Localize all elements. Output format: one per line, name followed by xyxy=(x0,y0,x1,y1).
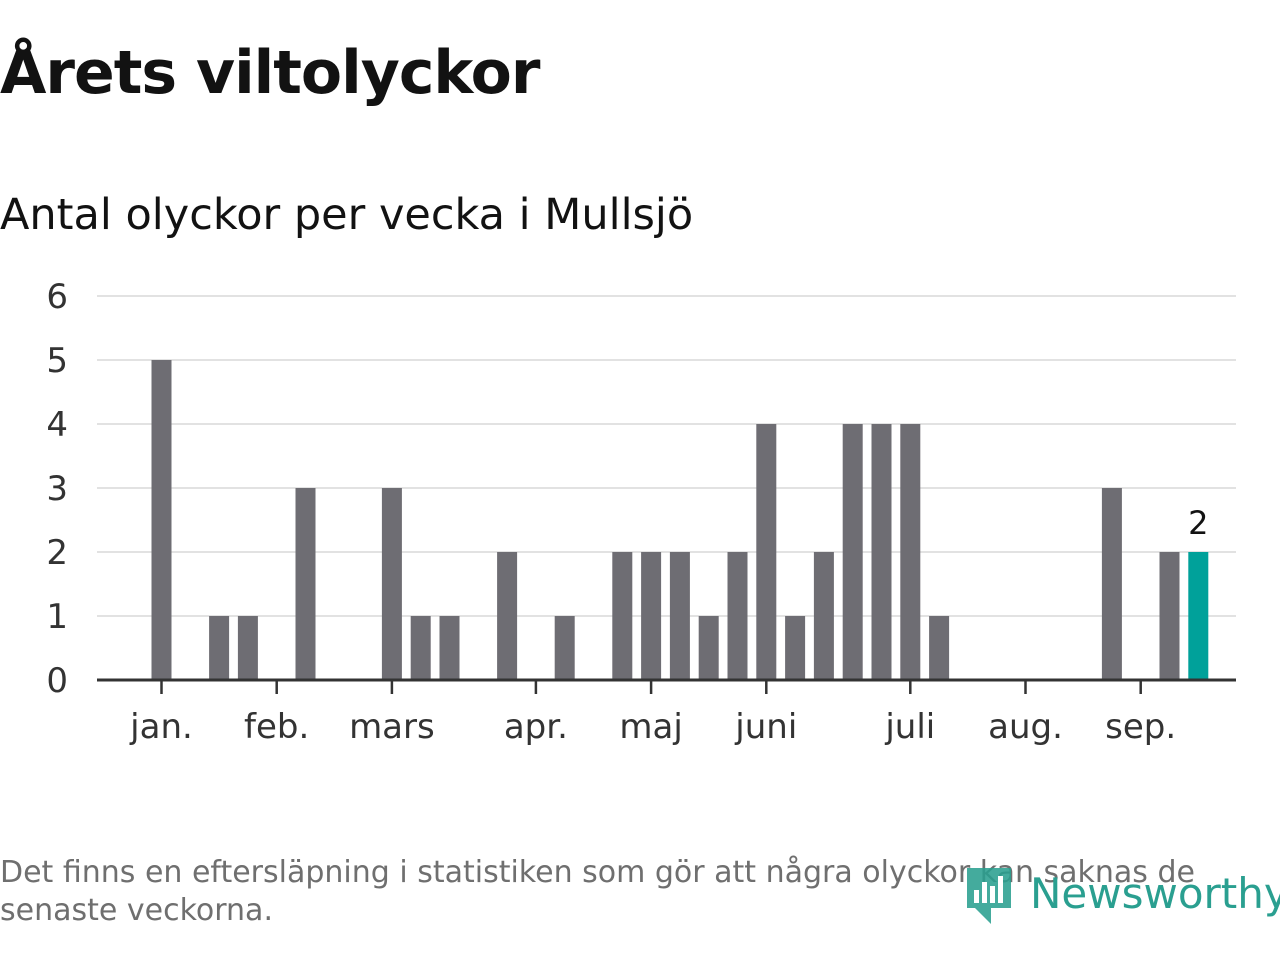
bar xyxy=(900,424,921,680)
x-tick-label: feb. xyxy=(244,707,309,747)
bar xyxy=(842,424,863,680)
bar xyxy=(209,616,230,680)
y-tick-label: 6 xyxy=(46,277,68,317)
x-tick-label: jan. xyxy=(129,707,193,747)
bar xyxy=(410,616,431,680)
bar xyxy=(669,552,690,680)
y-tick-label: 3 xyxy=(46,469,68,509)
bar xyxy=(295,488,316,680)
bar xyxy=(727,552,748,680)
bar xyxy=(439,616,460,680)
bar xyxy=(641,552,662,680)
bar xyxy=(237,616,258,680)
bar xyxy=(871,424,892,680)
bar xyxy=(1159,552,1180,680)
bar xyxy=(497,552,518,680)
newsworthy-logo-icon xyxy=(967,868,1011,924)
labels: 0 1 2 3 4 5 6 2 jan. feb. mars apr. maj juni juli aug. s… xyxy=(46,277,1208,747)
grid-lines xyxy=(97,295,1236,617)
brand-name: Newsworthy xyxy=(1030,868,1280,918)
x-tick-label: juni xyxy=(734,707,797,747)
highlighted-bar xyxy=(1188,552,1209,680)
x-tick-label: apr. xyxy=(504,707,568,747)
bar xyxy=(1101,488,1122,680)
bar-value-label: 2 xyxy=(1188,504,1208,542)
bar xyxy=(151,360,172,680)
chart-subtitle: Antal olyckor per vecka i Mullsjö xyxy=(0,190,694,240)
bar xyxy=(813,552,834,680)
bar xyxy=(785,616,806,680)
x-axis xyxy=(97,678,1236,694)
y-tick-label: 5 xyxy=(46,341,68,381)
bar xyxy=(554,616,575,680)
brand-logo: Newsworthy xyxy=(964,860,1280,926)
page-title: Årets viltolyckor xyxy=(0,38,540,108)
bar xyxy=(698,616,719,680)
bars xyxy=(151,360,1209,680)
bar xyxy=(756,424,777,680)
y-tick-label: 1 xyxy=(46,597,68,637)
y-tick-label: 2 xyxy=(46,533,68,573)
x-tick-label: aug. xyxy=(988,707,1063,747)
y-tick-label: 0 xyxy=(46,661,68,701)
bar xyxy=(929,616,950,680)
x-tick-label: sep. xyxy=(1105,707,1176,747)
x-tick-label: maj xyxy=(619,707,682,747)
x-tick-label: juli xyxy=(884,707,935,747)
bar xyxy=(612,552,633,680)
bar xyxy=(381,488,402,680)
y-tick-label: 4 xyxy=(46,405,68,445)
x-tick-label: mars xyxy=(349,707,435,747)
